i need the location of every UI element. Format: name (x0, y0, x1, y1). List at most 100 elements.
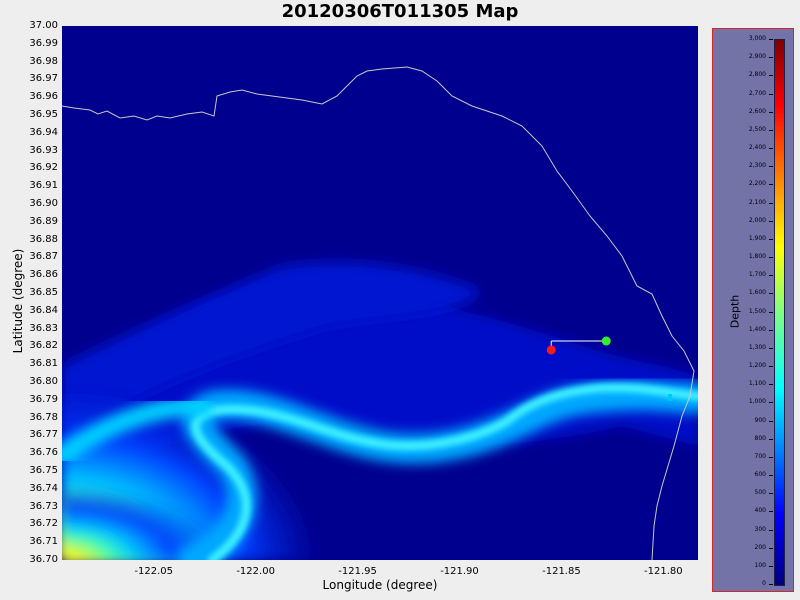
colorbar-tick-label: 2,900 (748, 53, 766, 61)
y-tick-label: 36.85 (29, 287, 58, 298)
y-tick-label: 36.95 (29, 109, 58, 120)
y-tick-label: 37.00 (29, 20, 58, 31)
y-tick-label: 36.90 (29, 198, 58, 209)
colorbar-tick-label: 1,100 (748, 380, 766, 388)
colorbar-tick-label: 300 (754, 525, 766, 533)
x-tick-label: -121.95 (338, 566, 377, 577)
colorbar-tick-mark (769, 584, 773, 585)
colorbar-tick-label: 100 (754, 561, 766, 569)
colorbar-tick-label: 600 (754, 471, 766, 478)
y-tick-label: 36.97 (29, 73, 58, 85)
colorbar-tick-mark (769, 166, 773, 168)
y-tick-label: 36.74 (29, 482, 58, 494)
y-tick-label: 36.79 (29, 393, 58, 405)
colorbar-tick-mark (769, 511, 773, 513)
colorbar-tick-label: 200 (754, 543, 766, 551)
x-tick-label: -121.90 (440, 566, 479, 577)
colorbar-tick-mark (769, 402, 773, 404)
y-tick-label: 36.86 (29, 269, 58, 281)
x-tick-label: -121.80 (644, 566, 683, 577)
depth-map[interactable] (62, 26, 698, 560)
y-axis-label: Latitude (degree) (11, 248, 25, 354)
start-marker[interactable] (546, 345, 556, 355)
y-tick-label: 36.76 (29, 447, 58, 459)
colorbar-tick-mark (769, 57, 773, 59)
depth-colorbar (774, 39, 785, 586)
y-tick-label: 36.81 (29, 358, 58, 370)
y-tick-label: 36.77 (29, 429, 58, 441)
colorbar-tick-label: 2,800 (748, 71, 766, 79)
coastline (62, 66, 695, 560)
canyon-arm (62, 396, 212, 466)
colorbar-tick-label: 2,300 (748, 162, 766, 170)
y-tick-label: 36.88 (29, 233, 58, 245)
colorbar-tick-label: 1,200 (748, 362, 766, 369)
y-tick-label: 36.83 (29, 322, 58, 334)
colorbar-tick-label: 2,400 (748, 144, 766, 151)
colorbar-tick-mark (769, 184, 773, 186)
colorbar-tick-label: 2,100 (748, 198, 766, 206)
colorbar-tick-mark (769, 111, 773, 113)
colorbar-tick-mark (769, 547, 773, 549)
y-tick-label: 36.89 (29, 215, 58, 227)
colorbar-tick-mark (769, 347, 773, 349)
colorbar-tick-mark (769, 238, 773, 240)
end-marker[interactable] (601, 336, 611, 346)
colorbar-tick-mark (769, 293, 773, 295)
x-axis-label: Longitude (degree) (322, 578, 438, 592)
colorbar-tick-mark (769, 311, 773, 313)
colorbar-tick-label: 400 (754, 507, 766, 515)
x-tick-label: -121.85 (542, 566, 581, 577)
colorbar-tick-mark (769, 220, 773, 222)
colorbar-tick-mark (769, 384, 773, 386)
colorbar-tick-label: 800 (754, 434, 766, 442)
colorbar-tick-mark (769, 257, 773, 258)
y-tick-label: 36.80 (29, 376, 58, 387)
colorbar-tick-mark (769, 275, 773, 277)
y-tick-label: 36.72 (29, 518, 58, 530)
y-tick-label: 36.82 (29, 340, 58, 352)
depth-legend: Depth 3,000 2,900 2,800 2,700 2,600 2,500 2,40… (712, 28, 794, 592)
colorbar-tick-label: 900 (754, 416, 766, 424)
colorbar-tick-label: 1,400 (748, 325, 766, 333)
slope-area (62, 262, 482, 426)
station-marker[interactable] (668, 394, 672, 401)
colorbar-tick-mark (769, 438, 773, 440)
colorbar-tick-mark (769, 565, 773, 567)
y-tick-label: 36.94 (29, 126, 58, 138)
y-tick-label: 36.92 (29, 162, 58, 174)
y-tick-label: 36.73 (29, 500, 58, 512)
y-tick-label: 36.75 (29, 465, 58, 476)
map-frame[interactable] (62, 26, 698, 560)
x-tick-label: -122.00 (236, 566, 275, 577)
y-tick-label: 36.78 (29, 411, 58, 423)
colorbar-tick-mark (769, 420, 773, 422)
colorbar-tick-label: 1,600 (748, 289, 766, 297)
colorbar-tick-label: 2,600 (748, 107, 766, 115)
y-tick-label: 36.96 (29, 91, 58, 103)
y-tick-label: 36.93 (29, 144, 58, 156)
colorbar-tick-label: 1,800 (748, 253, 766, 260)
y-tick-label: 36.87 (29, 251, 58, 263)
colorbar-tick-label: 1,300 (748, 343, 766, 351)
colorbar-tick-mark (769, 329, 773, 331)
colorbar-tick-mark (769, 456, 773, 458)
y-tick-label: 36.71 (29, 536, 58, 548)
y-tick-label: 36.91 (29, 180, 58, 192)
colorbar-tick-mark (769, 129, 773, 131)
colorbar-tick-mark (769, 148, 773, 149)
page-title: 20120306T011305 Map (281, 1, 519, 22)
y-tick-label: 36.70 (29, 554, 58, 565)
colorbar-tick-mark (769, 529, 773, 531)
colorbar-tick-label: 2,500 (748, 125, 766, 133)
colorbar-tick-mark (769, 75, 773, 77)
colorbar-tick-label: 3,000 (748, 35, 766, 42)
canyon-axis (191, 383, 698, 560)
colorbar-tick-label: 1,700 (748, 271, 766, 279)
y-tick-label: 36.99 (29, 37, 58, 49)
colorbar-tick-label: 2,700 (748, 89, 766, 97)
y-tick-label: 36.84 (29, 304, 58, 316)
colorbar-tick-mark (769, 93, 773, 95)
colorbar-tick-mark (769, 39, 773, 40)
x-tick-label: -122.05 (134, 566, 174, 577)
